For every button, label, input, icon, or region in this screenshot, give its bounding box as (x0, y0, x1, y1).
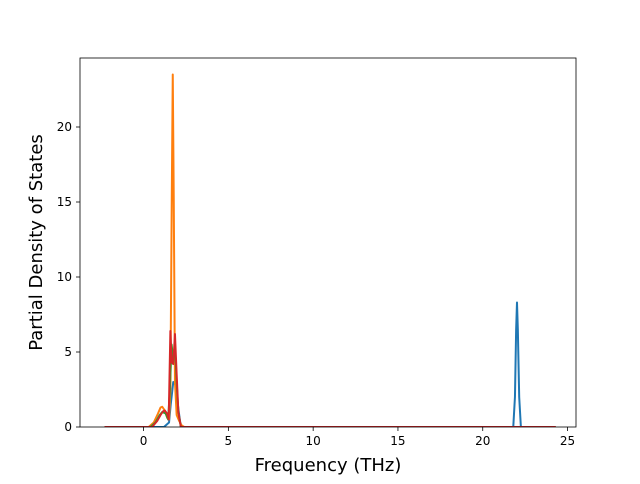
x-axis-label: Frequency (THz) (255, 455, 402, 476)
axes-frame (79, 57, 577, 428)
y-tick-label: 5 (64, 345, 72, 359)
x-tick-label: 15 (390, 434, 405, 448)
y-tick-layer: 0 5 10 15 20 (57, 120, 80, 434)
x-tick-label: 0 (140, 434, 148, 448)
y-tick-label: 10 (57, 270, 72, 284)
y-tick-label: 20 (57, 120, 72, 134)
x-tick-label: 25 (560, 434, 575, 448)
y-axis-label: Partial Density of States (26, 134, 47, 351)
y-tick-label: 15 (57, 195, 72, 209)
y-tick-label: 0 (64, 420, 72, 434)
series-layer (104, 73, 556, 427)
x-tick-layer: 0 5 10 15 20 25 (140, 427, 575, 448)
x-tick-label: 20 (475, 434, 490, 448)
x-tick-label: 10 (306, 434, 321, 448)
series-line-4 (104, 330, 556, 427)
x-tick-label: 5 (225, 434, 233, 448)
